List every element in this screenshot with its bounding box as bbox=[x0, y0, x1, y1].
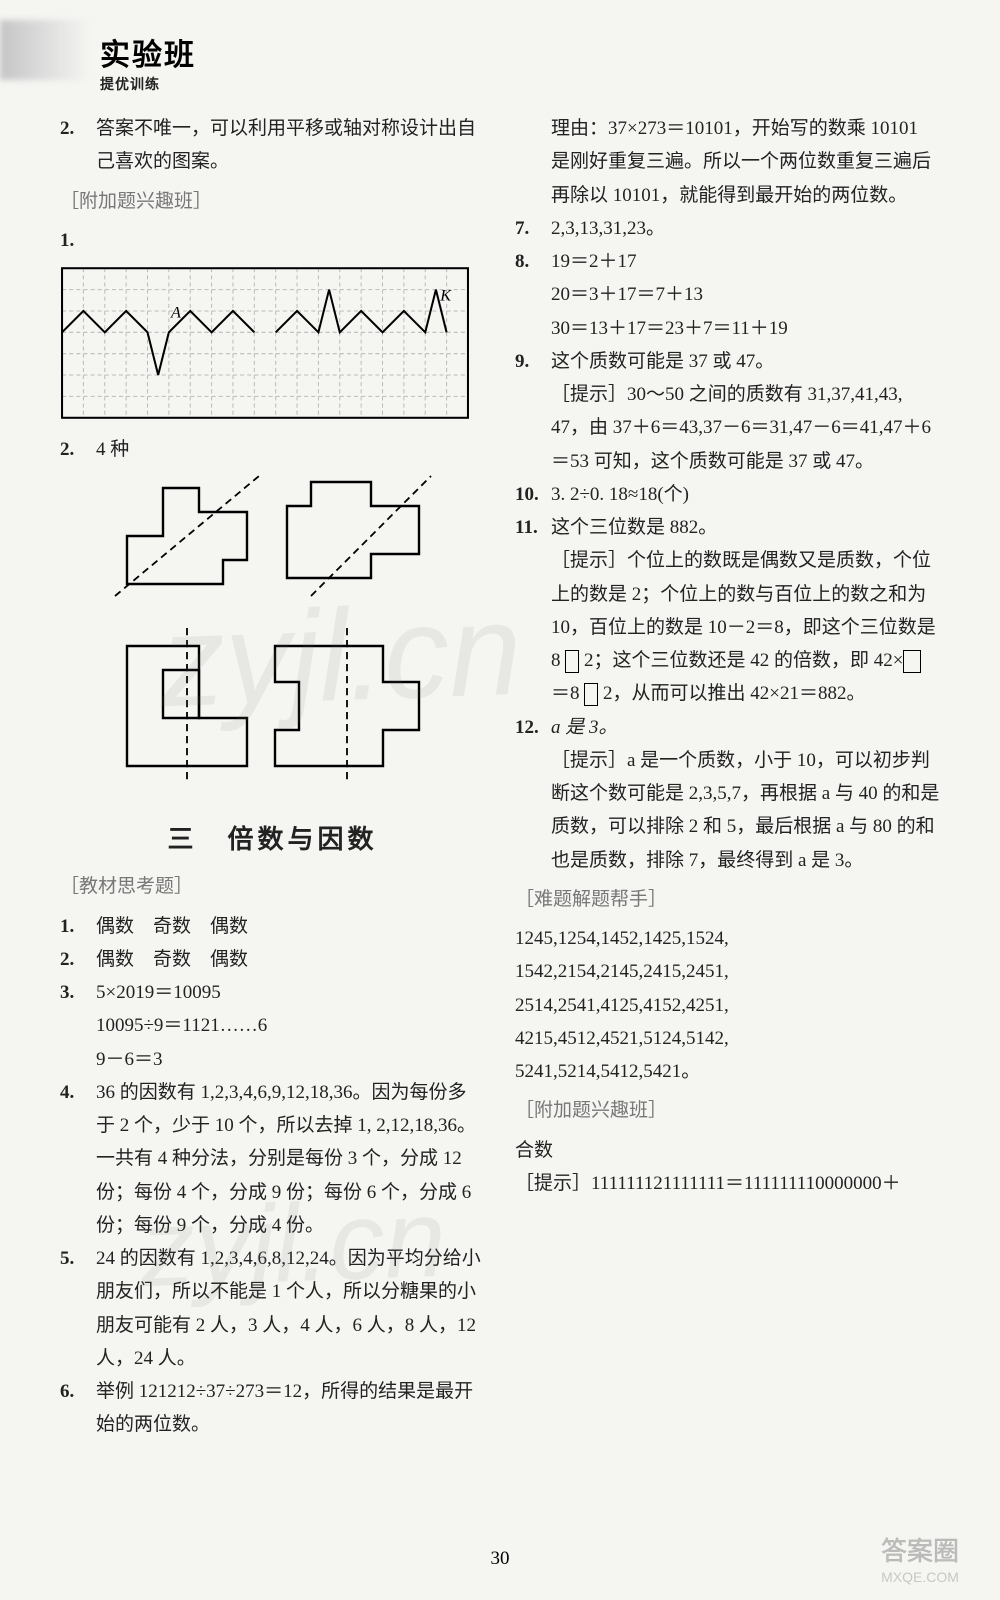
section-hard: ［难题解题帮手］ bbox=[515, 883, 940, 916]
svg-text:MXQE.COM: MXQE.COM bbox=[881, 1569, 959, 1585]
answer-text: 理由：37×273＝10101，开始写的数乘 10101 是刚好重复三遍。所以一… bbox=[515, 112, 940, 212]
answer-text: 3. 2÷0. 18≈18(个) bbox=[551, 478, 689, 511]
answer-text: 30＝13＋17＝23＋7＝11＋19 bbox=[515, 312, 940, 345]
item-number: 12. bbox=[515, 711, 551, 744]
answer-text: 这个三位数是 882。 bbox=[551, 511, 717, 544]
item-number: 3. bbox=[60, 976, 96, 1009]
blank-box bbox=[565, 650, 579, 673]
figure-shapes bbox=[60, 466, 485, 805]
answer-text: 24 的因数有 1,2,3,4,6,8,12,24。因为平均分给小朋友们，所以不… bbox=[96, 1242, 485, 1375]
answer-text: 4215,4512,4521,5124,5142, bbox=[515, 1022, 940, 1055]
answer-text: 举例 121212÷37÷273＝12，所得的结果是最开始的两位数。 bbox=[96, 1375, 485, 1442]
answer-text: 10095÷9＝1121……6 bbox=[60, 1009, 485, 1042]
item-number: 10. bbox=[515, 478, 551, 511]
answer-text: 1245,1254,1452,1425,1524, bbox=[515, 922, 940, 955]
item-number: 9. bbox=[515, 345, 551, 378]
book-subtitle: 提优训练 bbox=[100, 74, 940, 94]
answer-text: 合数 bbox=[515, 1134, 940, 1167]
header-decoration bbox=[0, 20, 90, 80]
hint-part: 2；这个三位数还是 42 的倍数，即 42× bbox=[579, 650, 903, 671]
answer-text: 20＝3＋17＝7＋13 bbox=[515, 278, 940, 311]
answer-text: 答案不唯一，可以利用平移或轴对称设计出自己喜欢的图案。 bbox=[96, 112, 485, 179]
left-column: 2. 答案不唯一，可以利用平移或轴对称设计出自己喜欢的图案。 ［附加题兴趣班］ … bbox=[60, 112, 485, 1442]
blank-box bbox=[584, 683, 598, 706]
item-number: 11. bbox=[515, 511, 551, 544]
item-number: 8. bbox=[515, 245, 551, 278]
hint-text: ［提示］a 是一个质数，小于 10，可以初步判断这个数可能是 2,3,5,7，再… bbox=[515, 744, 940, 877]
answer-text: 19＝2＋17 bbox=[551, 245, 637, 278]
answer-text: a 是 3。 bbox=[551, 711, 618, 744]
svg-text:A: A bbox=[170, 303, 181, 321]
svg-text:答案圈: 答案圈 bbox=[881, 1537, 959, 1566]
svg-text:K: K bbox=[439, 286, 452, 304]
answer-text: 36 的因数有 1,2,3,4,6,9,12,18,36。因为每份多于 2 个，… bbox=[96, 1076, 485, 1242]
figure-grid: AK bbox=[60, 263, 470, 423]
answer-text: 偶数 奇数 偶数 bbox=[96, 943, 248, 976]
right-column: 理由：37×273＝10101，开始写的数乘 10101 是刚好重复三遍。所以一… bbox=[515, 112, 940, 1442]
item-number: 1. bbox=[60, 224, 96, 257]
item-number: 2. bbox=[60, 943, 96, 976]
item-number: 5. bbox=[60, 1242, 96, 1375]
answer-text: 2514,2541,4125,4152,4251, bbox=[515, 989, 940, 1022]
hint-part: 2，从而可以推出 42×21＝882。 bbox=[598, 683, 865, 704]
item-number: 7. bbox=[515, 212, 551, 245]
hint-text: ［提示］30～50 之间的质数有 31,37,41,43, 47，由 37＋6＝… bbox=[515, 378, 940, 478]
stamp-logo: 答案圈 MXQE.COM bbox=[850, 1532, 990, 1592]
item-number: 2. bbox=[60, 433, 96, 466]
item-number: 4. bbox=[60, 1076, 96, 1242]
item-number: 2. bbox=[60, 112, 96, 179]
answer-text: 9－6＝3 bbox=[60, 1043, 485, 1076]
answer-text: 2,3,13,31,23。 bbox=[551, 212, 665, 245]
answer-text: 这个质数可能是 37 或 47。 bbox=[551, 345, 774, 378]
hint-part: ＝8 bbox=[551, 683, 584, 704]
book-title: 实验班 bbox=[100, 30, 940, 74]
chapter-title: 三 倍数与因数 bbox=[60, 817, 485, 863]
section-textbook: ［教材思考题］ bbox=[60, 870, 485, 903]
section-bonus-top: ［附加题兴趣班］ bbox=[60, 185, 485, 218]
answer-text: 5241,5214,5412,5421。 bbox=[515, 1055, 940, 1088]
hint-text: ［提示］111111121111111＝111111110000000＋ bbox=[515, 1167, 940, 1200]
answer-text: 偶数 奇数 偶数 bbox=[96, 910, 248, 943]
blank-box bbox=[903, 650, 921, 673]
section-bonus-bottom: ［附加题兴趣班］ bbox=[515, 1094, 940, 1127]
item-number: 1. bbox=[60, 910, 96, 943]
item-number: 6. bbox=[60, 1375, 96, 1442]
answer-text: 4 种 bbox=[96, 433, 129, 466]
answer-text: 1542,2154,2145,2415,2451, bbox=[515, 955, 940, 988]
answer-text: 5×2019＝10095 bbox=[96, 976, 221, 1009]
hint-text: ［提示］个位上的数既是偶数又是质数，个位上的数是 2；个位上的数与百位上的数之和… bbox=[515, 544, 940, 710]
